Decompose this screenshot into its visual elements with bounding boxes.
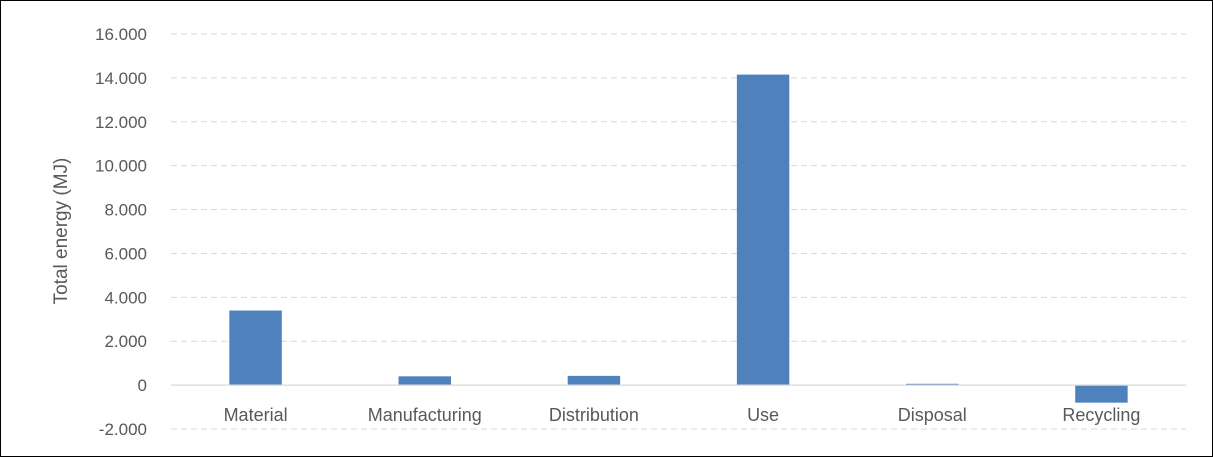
bars (229, 74, 1128, 403)
y-tick-label: 8.000 (104, 201, 147, 220)
x-category-label: Distribution (549, 405, 639, 425)
y-tick-label: 6.000 (104, 244, 147, 263)
x-category-label: Use (747, 405, 779, 425)
y-tick-label: 16.000 (95, 25, 147, 44)
bar-manufacturing (398, 376, 451, 386)
bar-use (736, 74, 790, 386)
y-tick-label: 12.000 (95, 113, 147, 132)
axes: -2.000 0 2.000 4.000 6.000 8.000 10.000 12.000 1… (95, 25, 1186, 439)
x-category-label: Manufacturing (368, 405, 482, 425)
x-category-label: Material (224, 405, 288, 425)
bar-disposal (906, 383, 959, 386)
y-tick-label: 10.000 (95, 157, 147, 176)
y-tick-label: 14.000 (95, 69, 147, 88)
y-tick-label: 2.000 (104, 332, 147, 351)
x-category-label: Recycling (1062, 405, 1140, 425)
y-tick-label: 0 (138, 376, 147, 395)
gridlines (171, 33, 1186, 430)
bar-recycling (1075, 385, 1128, 403)
x-category-label: Disposal (898, 405, 967, 425)
bar-material (229, 310, 282, 386)
y-tick-label: 4.000 (104, 288, 147, 307)
y-axis-title: Total energy (MJ) (51, 158, 72, 305)
y-tick-label: -2.000 (99, 420, 147, 439)
bar-distribution (567, 375, 621, 386)
